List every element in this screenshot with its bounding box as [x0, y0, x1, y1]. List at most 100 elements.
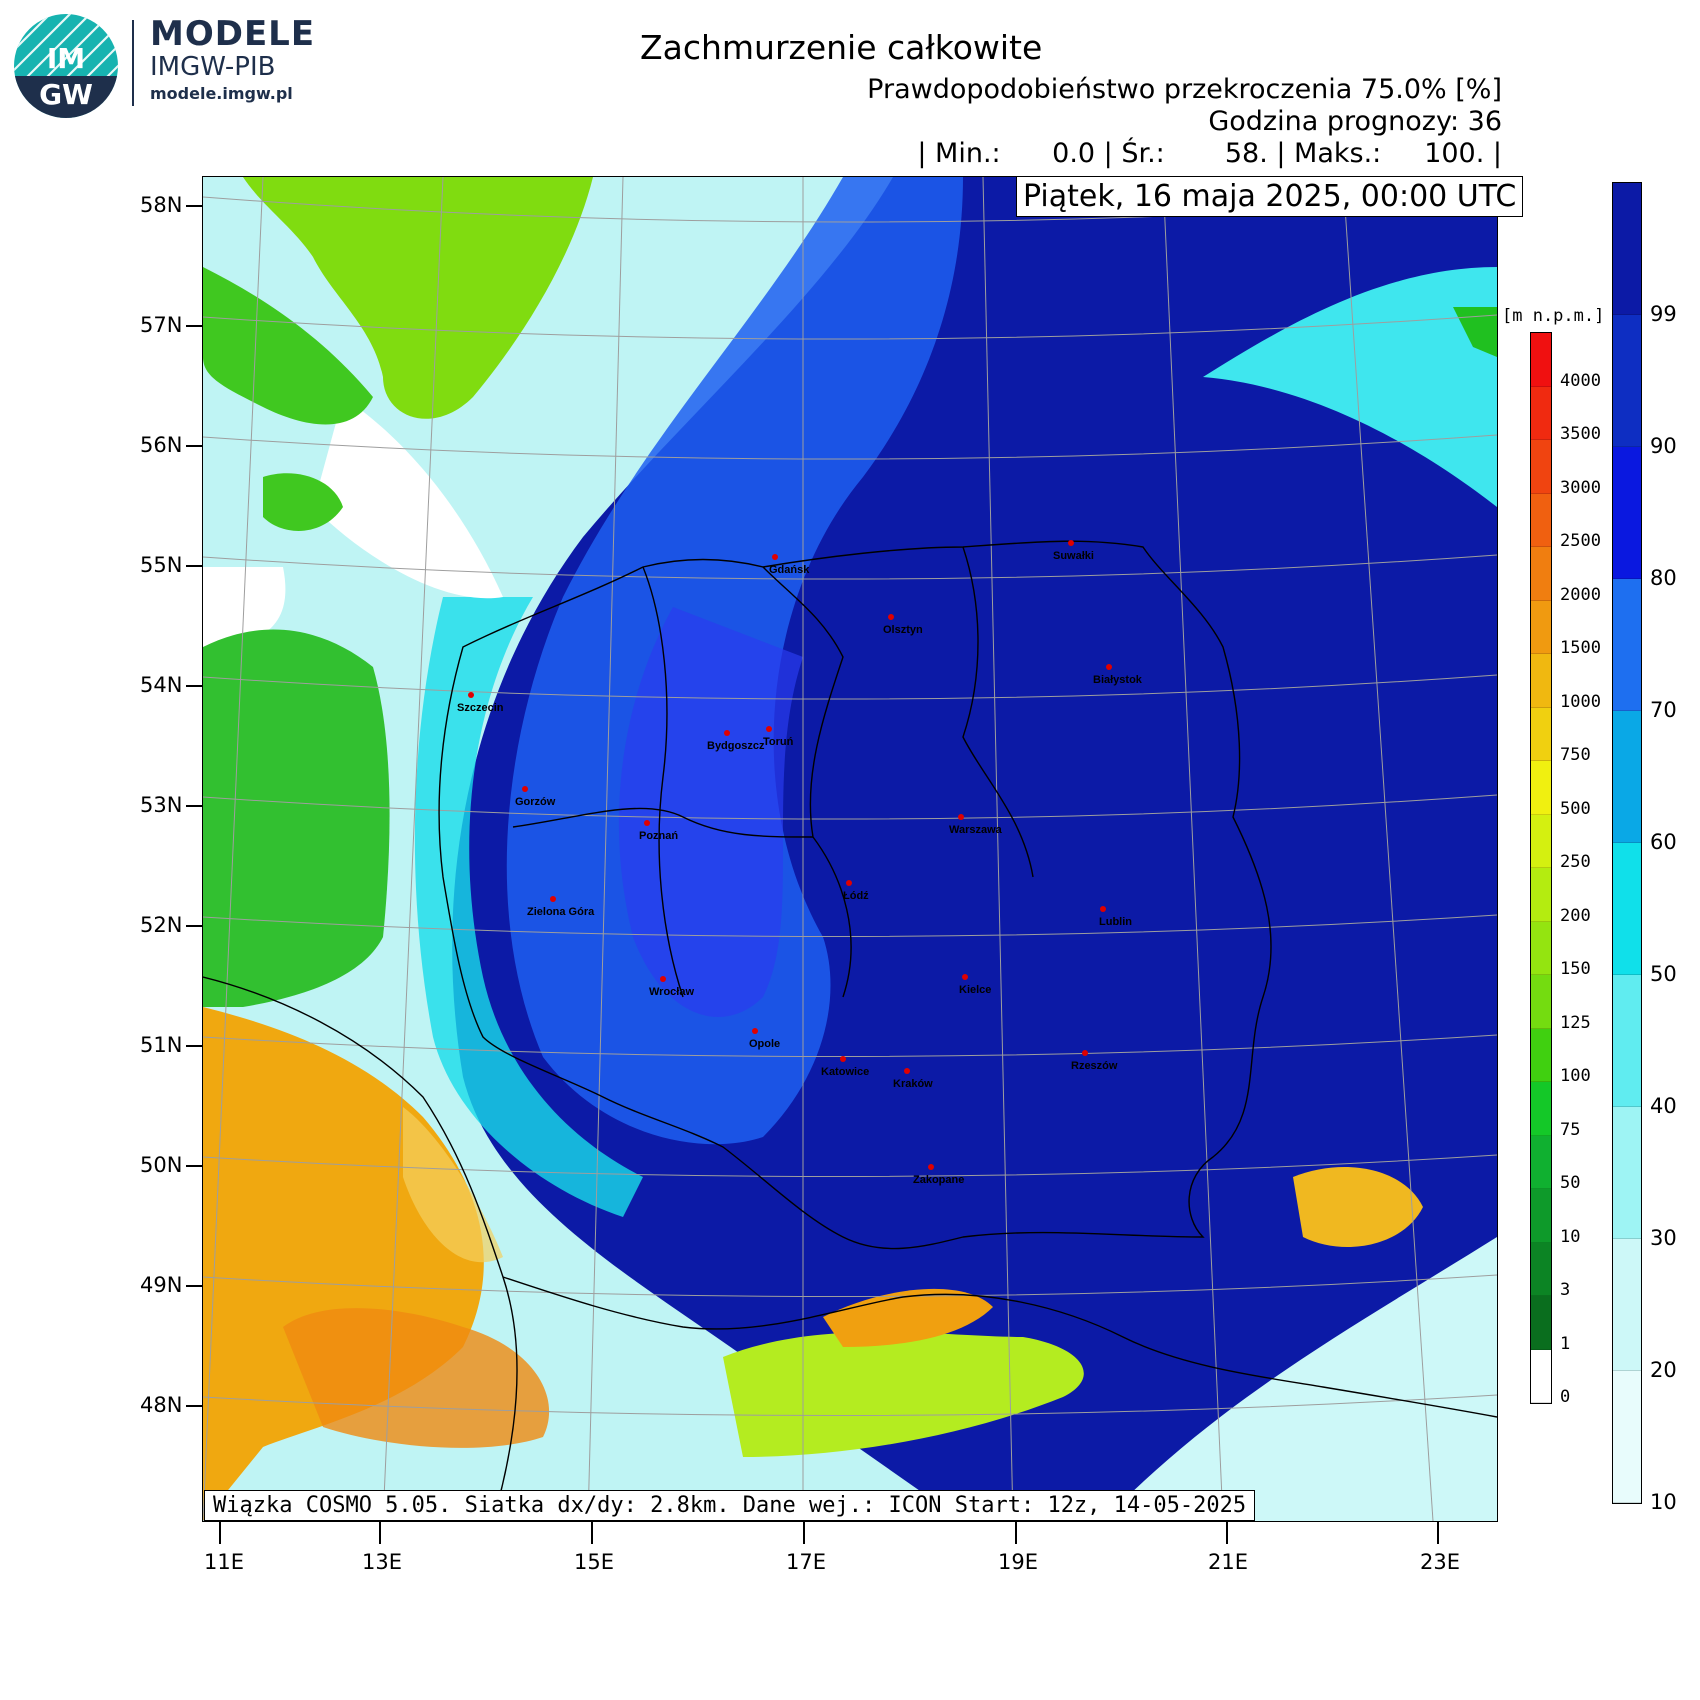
city-label: Białystok — [1093, 674, 1143, 686]
terrain-sweden — [243, 177, 593, 419]
forecast-map: Gdańsk Suwałki Olsztyn Białystok Szczeci… — [202, 176, 1498, 1522]
city-dot-torun — [766, 726, 772, 732]
colorbar-segment — [1531, 1349, 1551, 1403]
city-label: Wrocław — [649, 986, 694, 998]
colorbar-label: 99 — [1650, 302, 1677, 326]
city-dot-krakow — [904, 1068, 910, 1074]
city-label: Rzeszów — [1071, 1060, 1118, 1072]
colorbar-label: 1000 — [1560, 691, 1601, 712]
city-dot-zielona-gora — [550, 896, 556, 902]
lon-label: 19E — [998, 1550, 1038, 1574]
lon-label: 23E — [1420, 1550, 1460, 1574]
cloud-field-bright-blue — [618, 607, 803, 1017]
city-dot-lublin — [1100, 906, 1106, 912]
colorbar-segment — [1531, 600, 1551, 654]
colorbar-label: 90 — [1650, 434, 1677, 458]
colorbar-label: 3000 — [1560, 477, 1601, 498]
model-info-box: Wiązka COSMO 5.05. Siatka dx/dy: 2.8km. … — [204, 1490, 1256, 1521]
forecast-hour-line: Godzina prognozy: 36 — [1208, 106, 1502, 137]
colorbar-label: 20 — [1650, 1358, 1677, 1382]
terrain-slovakia — [723, 1332, 1084, 1457]
colorbar-segment — [1613, 711, 1641, 843]
colorbar-label: 10 — [1650, 1490, 1677, 1514]
colorbar-segment — [1531, 547, 1551, 601]
colorbar-label: 750 — [1560, 745, 1591, 766]
terrain-baltic-states-green — [1453, 307, 1497, 357]
colorbar-segment — [1531, 440, 1551, 494]
map-canvas: Gdańsk Suwałki Olsztyn Białystok Szczeci… — [203, 177, 1497, 1521]
colorbar-segment — [1531, 1028, 1551, 1082]
cloud-field-cyan-west — [414, 597, 643, 1217]
colorbar-segment — [1531, 1189, 1551, 1243]
logo-divider — [132, 20, 134, 106]
colorbar-segment — [1613, 1239, 1641, 1371]
terrain-germany-north — [203, 629, 390, 1007]
lon-label: 17E — [786, 1550, 826, 1574]
colorbar-label: 4000 — [1560, 370, 1601, 391]
colorbar-segment — [1613, 579, 1641, 711]
city-dot-rzeszow — [1082, 1050, 1088, 1056]
svg-text:GW: GW — [39, 78, 93, 111]
elevation-unit: [m n.p.m.] — [1502, 306, 1605, 326]
lat-label: 50N — [140, 1153, 183, 1177]
logo-url[interactable]: modele.imgw.pl — [150, 84, 293, 103]
colorbar-label: 50 — [1560, 1173, 1581, 1194]
terrain-ukraine-orange — [1293, 1167, 1423, 1247]
lat-label: 54N — [140, 673, 183, 697]
colorbar-segment — [1531, 333, 1551, 387]
city-label: Poznań — [639, 830, 678, 842]
city-dot-katowice — [840, 1056, 846, 1062]
city-label: Gorzów — [515, 796, 556, 808]
city-dot-opole — [752, 1028, 758, 1034]
colorbar-segment — [1613, 843, 1641, 975]
colorbar-segment — [1613, 1371, 1641, 1503]
cloud-field-light-se — [1103, 1237, 1497, 1521]
colorbar-segment — [1613, 975, 1641, 1107]
colorbar-segment — [1531, 493, 1551, 547]
city-dot-lodz — [846, 880, 852, 886]
colorbar-segment — [1531, 1296, 1551, 1350]
terrain-baltic-island — [263, 473, 343, 531]
colorbar-label: 250 — [1560, 852, 1591, 873]
city-dot-zakopane — [928, 1164, 934, 1170]
colorbar-segment — [1531, 1242, 1551, 1296]
lon-label: 15E — [574, 1550, 614, 1574]
city-label: Opole — [749, 1038, 780, 1050]
lon-label: 13E — [362, 1550, 402, 1574]
colorbar-label: 125 — [1560, 1012, 1591, 1033]
city-label: Gdańsk — [769, 564, 810, 576]
cloud-colorbar — [1612, 182, 1642, 1504]
valid-date-box: Piątek, 16 maja 2025, 00:00 UTC — [1016, 176, 1524, 217]
colorbar-label: 0 — [1560, 1387, 1571, 1408]
colorbar-label: 3 — [1560, 1280, 1571, 1301]
lon-label: 21E — [1208, 1550, 1248, 1574]
colorbar-label: 10 — [1560, 1226, 1581, 1247]
city-label: Katowice — [821, 1066, 869, 1078]
city-labels: Gdańsk Suwałki Olsztyn Białystok Szczeci… — [457, 550, 1143, 1186]
colorbar-label: 200 — [1560, 905, 1591, 926]
probability-line: Prawdopodobieństwo przekroczenia 75.0% [… — [867, 74, 1502, 105]
colorbar-label: 100 — [1560, 1066, 1591, 1087]
elevation-colorbar — [1530, 332, 1552, 1404]
colorbar-segment — [1531, 868, 1551, 922]
city-dot-bydgoszcz — [724, 730, 730, 736]
city-dot-suwalki — [1068, 540, 1074, 546]
colorbar-segment — [1531, 975, 1551, 1029]
colorbar-segment — [1531, 1082, 1551, 1136]
lat-label: 48N — [140, 1393, 183, 1417]
colorbar-label: 30 — [1650, 1226, 1677, 1250]
city-dot-olsztyn — [888, 614, 894, 620]
colorbar-label: 1500 — [1560, 638, 1601, 659]
city-label: Warszawa — [949, 824, 1003, 836]
lat-label: 51N — [140, 1033, 183, 1057]
terrain-czech-light — [403, 1107, 503, 1263]
logo-title: MODELE — [150, 14, 316, 54]
colorbar-segment — [1531, 654, 1551, 708]
city-dot-gorzow — [522, 786, 528, 792]
city-markers — [468, 540, 1112, 1170]
city-label: Szczecin — [457, 702, 504, 714]
lon-label: 11E — [204, 1550, 244, 1574]
country-borders — [203, 540, 1497, 1521]
svg-text:IM: IM — [47, 42, 85, 75]
lat-label: 55N — [140, 553, 183, 577]
